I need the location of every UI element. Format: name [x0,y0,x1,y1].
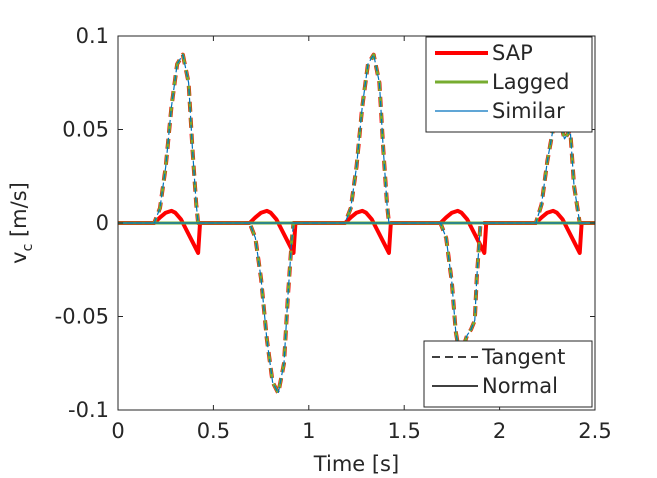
series-sap-normal-line [118,208,595,255]
series-similar-tangent-line [118,54,595,394]
legend-label-sap: SAP [492,41,533,65]
y-axis-label-subscript: c [20,244,36,252]
y-tick-label: -0.1 [68,398,109,422]
legend-series: SAP Lagged Similar [425,36,593,133]
x-tick-label: 2 [493,419,506,443]
y-tick-label: 0 [96,211,109,235]
x-tick-label: 1 [302,419,315,443]
y-tick-label: 0.1 [76,24,109,48]
x-tick-label: 2.5 [578,419,611,443]
x-axis-label: Time [s] [313,452,399,476]
legend-label-tangent: Tangent [481,345,565,369]
legend-label-similar: Similar [492,99,565,123]
y-axis-label: vc [m/s] [7,182,36,264]
series-layer [118,52,595,396]
y-axis-label-main: v [7,251,31,263]
y-tick-label: -0.05 [55,305,109,329]
legend-components: Tangent Normal [423,340,593,408]
x-tick-label: 1.5 [387,419,420,443]
x-tick-label: 0.5 [197,419,230,443]
x-tick-label: 0 [111,419,124,443]
axes: 0 0.5 1 1.5 2 2.5 -0.1 -0.05 0 0.05 0.1 [55,24,612,443]
y-tick-label: 0.05 [62,118,109,142]
legend-components-box [423,340,593,408]
legend-label-normal: Normal [482,374,558,398]
legend-label-lagged: Lagged [492,70,569,94]
y-axis-label-unit: [m/s] [7,182,31,244]
